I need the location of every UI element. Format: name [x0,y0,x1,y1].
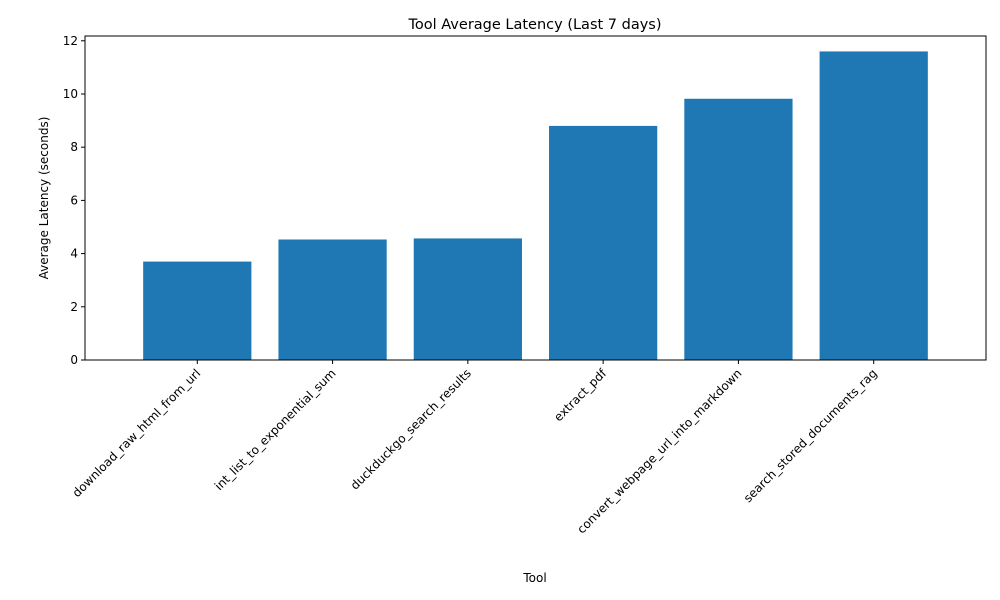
bar-download_raw_html_from_url [143,261,252,360]
bar-extract_pdf [549,125,658,360]
y-axis-title: Average Latency (seconds) [37,117,51,280]
y-tick-label: 4 [70,247,78,261]
y-tick-label: 6 [70,193,78,207]
bars-group [143,51,928,361]
bar-convert_webpage_url_into_markdown [684,98,793,361]
x-tick-label: int_list_to_exponential_sum [212,366,339,493]
x-tick-label: duckduckgo_search_results [348,366,474,492]
y-axis-ticks: 0 2 4 6 8 10 12 [63,34,85,367]
x-axis-ticks: download_raw_html_from_url int_list_to_ex… [70,360,880,536]
bar-int_list_to_exponential_sum [278,239,387,360]
y-tick-label: 8 [70,140,78,154]
x-tick-label: download_raw_html_from_url [70,366,204,500]
x-tick-label: search_stored_documents_rag [741,366,880,505]
y-tick-label: 0 [70,353,78,367]
x-axis-title: Tool [522,571,546,585]
bar-search_stored_documents_rag [819,51,928,361]
y-tick-label: 10 [63,87,78,101]
chart-title: Tool Average Latency (Last 7 days) [407,17,661,33]
x-tick-label: convert_webpage_url_into_markdown [574,366,744,536]
y-tick-label: 2 [70,300,78,314]
x-tick-label: extract_pdf [551,366,610,425]
y-tick-label: 12 [63,34,78,48]
bar-duckduckgo_search_results [413,238,522,360]
plot-frame [84,35,987,361]
